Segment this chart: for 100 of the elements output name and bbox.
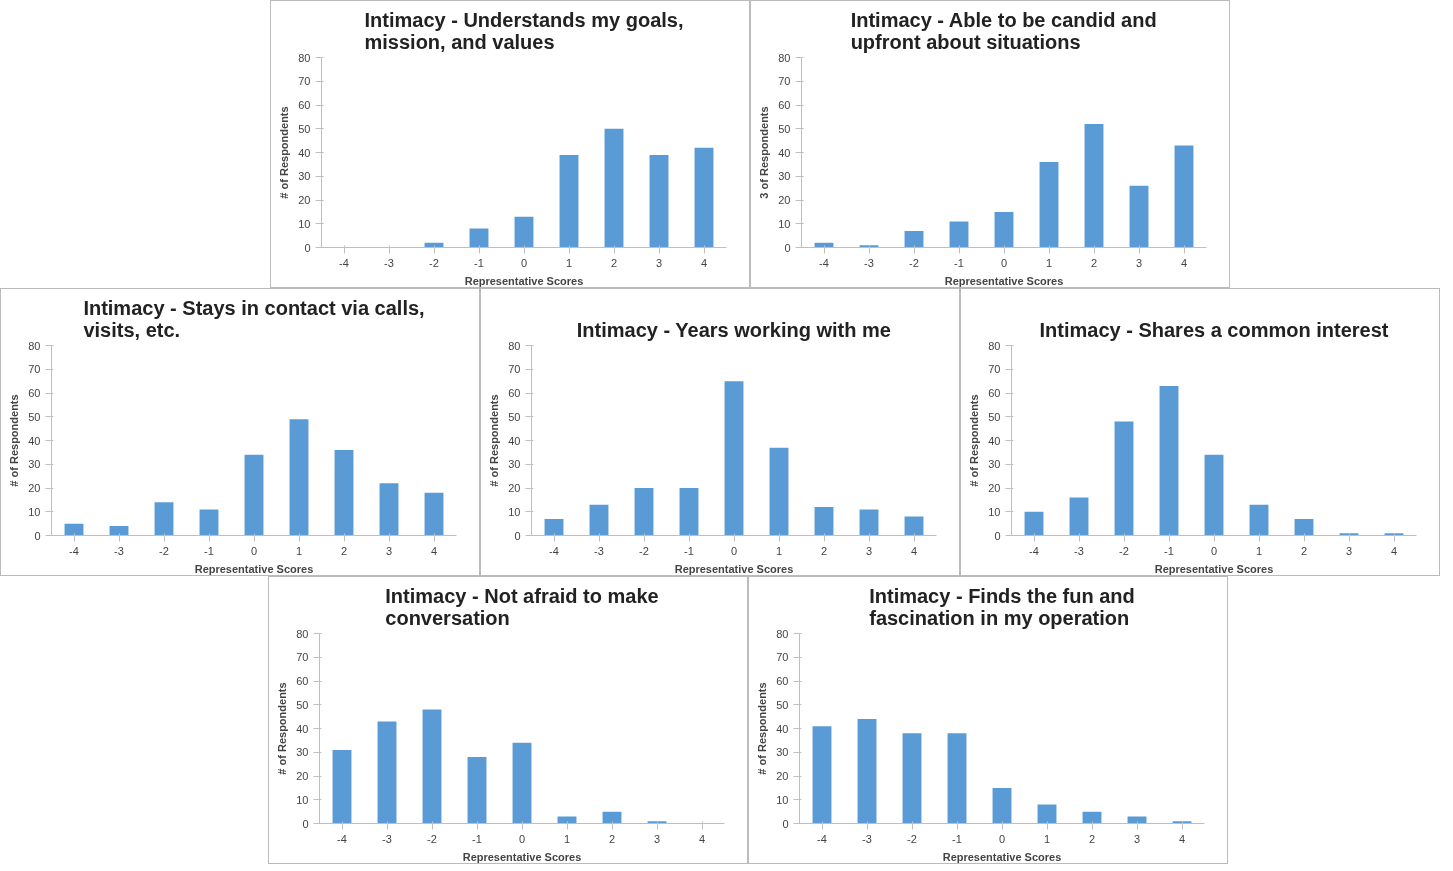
y-tick-label: 70: [296, 651, 309, 664]
y-tick-label: 80: [296, 627, 309, 640]
x-tick-label: -1: [204, 544, 214, 557]
x-tick-label: 1: [1043, 832, 1051, 845]
bar: [904, 516, 924, 536]
bar: [469, 228, 489, 248]
x-tick-label: -2: [639, 544, 649, 557]
bar: [1129, 185, 1149, 248]
bar: [724, 381, 744, 536]
x-tick-label: -1: [474, 256, 484, 269]
bar: [1039, 162, 1059, 248]
y-tick-label: 60: [778, 99, 791, 111]
x-tick-label: 4: [1178, 832, 1186, 845]
x-tick-label: -2: [427, 832, 437, 845]
y-tick-label: 50: [296, 698, 309, 711]
bar: [947, 733, 967, 824]
chart-title: Intimacy - Years working with me: [576, 318, 891, 341]
y-tick-label: 30: [28, 458, 41, 471]
x-axis-title: Representative Scores: [942, 850, 1062, 863]
x-tick-label: 2: [1088, 832, 1096, 845]
x-tick-label: -4: [339, 256, 349, 269]
y-tick-label: 70: [988, 363, 1001, 376]
bar: [769, 447, 789, 536]
bar: [1037, 804, 1057, 824]
bar: [1069, 497, 1089, 536]
y-tick-label: 30: [298, 170, 311, 183]
x-tick-label: 4: [1390, 544, 1398, 557]
bar: [902, 733, 922, 824]
bar: [1249, 504, 1269, 536]
bar: [694, 147, 714, 248]
y-tick-label: 60: [28, 387, 41, 399]
bar: [904, 230, 924, 248]
x-tick-label: -1: [1164, 544, 1174, 557]
bar: [1127, 816, 1147, 824]
y-tick-label: 40: [508, 434, 521, 447]
x-tick-label: -2: [1119, 544, 1129, 557]
y-axis-title: # of Respondents: [278, 106, 291, 199]
y-tick-label: 60: [988, 387, 1001, 399]
y-tick-label: 20: [776, 770, 789, 782]
x-tick-label: 3: [385, 544, 393, 557]
x-tick-label: -2: [159, 544, 169, 557]
bar: [634, 488, 654, 536]
x-tick-label: 2: [1300, 544, 1308, 557]
y-tick-label: 10: [776, 793, 789, 806]
bar: [589, 504, 609, 536]
y-tick-label: 10: [778, 217, 791, 230]
y-tick-label: 50: [988, 410, 1001, 423]
bar: [332, 749, 352, 824]
y-tick-label: 50: [508, 410, 521, 423]
y-tick-label: 0: [34, 529, 41, 542]
bar: [512, 742, 532, 824]
chart-title: Intimacy - Understands my goals, mission, and values: [364, 8, 684, 53]
chart-title: Intimacy - Finds the fun and fascination in my operation: [869, 584, 1135, 629]
bar: [1024, 511, 1044, 536]
x-tick-label: -2: [909, 256, 919, 269]
x-tick-label: 0: [1210, 544, 1218, 557]
y-tick-label: 60: [776, 675, 789, 687]
y-tick-label: 40: [776, 722, 789, 735]
x-tick-label: -3: [114, 544, 124, 557]
bar: [557, 816, 577, 824]
y-tick-label: 50: [778, 122, 791, 135]
y-tick-label: 50: [776, 698, 789, 711]
y-tick-label: 60: [296, 675, 309, 687]
x-tick-label: 3: [865, 544, 873, 557]
x-tick-label: 2: [610, 256, 618, 269]
y-axis-title: # of Respondents: [488, 394, 501, 487]
y-tick-label: 40: [28, 434, 41, 447]
y-tick-label: 80: [778, 51, 791, 64]
y-tick-label: 80: [298, 51, 311, 64]
y-tick-label: 60: [298, 99, 311, 111]
y-axis-title: 3 of Respondents: [758, 106, 771, 199]
x-tick-label: 1: [1045, 256, 1053, 269]
x-tick-label: -1: [952, 832, 962, 845]
x-tick-label: -4: [819, 256, 829, 269]
bar: [1204, 454, 1224, 536]
bar: [424, 492, 444, 536]
bar: [377, 721, 397, 824]
y-tick-label: 70: [298, 75, 311, 88]
y-tick-label: 10: [988, 505, 1001, 518]
x-tick-label: -3: [1074, 544, 1084, 557]
y-tick-label: 20: [296, 770, 309, 782]
bar: [559, 154, 579, 248]
y-tick-label: 20: [28, 482, 41, 494]
x-axis-title: Representative Scores: [464, 274, 584, 287]
y-tick-label: 30: [988, 458, 1001, 471]
x-tick-label: -3: [384, 256, 394, 269]
y-tick-label: 50: [298, 122, 311, 135]
y-tick-label: 80: [508, 339, 521, 352]
x-tick-label: 3: [653, 832, 661, 845]
chart-title: Intimacy - Shares a common interest: [1039, 318, 1389, 341]
x-tick-label: -1: [684, 544, 694, 557]
y-tick-label: 30: [508, 458, 521, 471]
y-axis-title: # of Respondents: [276, 682, 289, 775]
x-tick-label: 4: [430, 544, 438, 557]
chart-title: Intimacy - Not afraid to make conversation: [385, 584, 659, 629]
y-tick-label: 0: [994, 529, 1001, 542]
y-tick-label: 0: [514, 529, 521, 542]
bar: [814, 507, 834, 536]
x-tick-label: 1: [775, 544, 783, 557]
y-tick-label: 40: [298, 146, 311, 159]
